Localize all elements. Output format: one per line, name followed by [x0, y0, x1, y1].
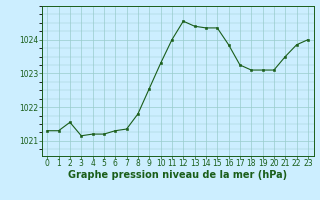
X-axis label: Graphe pression niveau de la mer (hPa): Graphe pression niveau de la mer (hPa)	[68, 170, 287, 180]
